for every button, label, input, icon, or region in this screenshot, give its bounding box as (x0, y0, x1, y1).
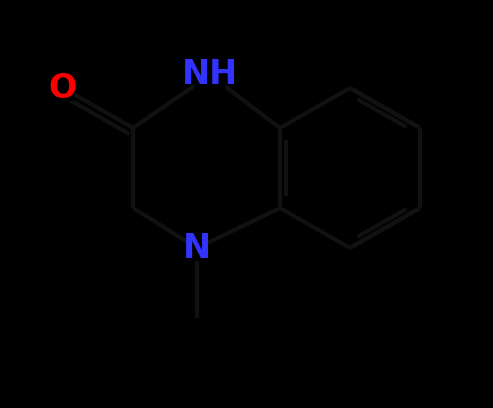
Text: NH: NH (182, 58, 238, 91)
Text: N: N (183, 231, 211, 264)
FancyBboxPatch shape (194, 61, 226, 89)
FancyBboxPatch shape (186, 235, 208, 261)
FancyBboxPatch shape (52, 75, 74, 101)
Text: O: O (49, 71, 77, 104)
